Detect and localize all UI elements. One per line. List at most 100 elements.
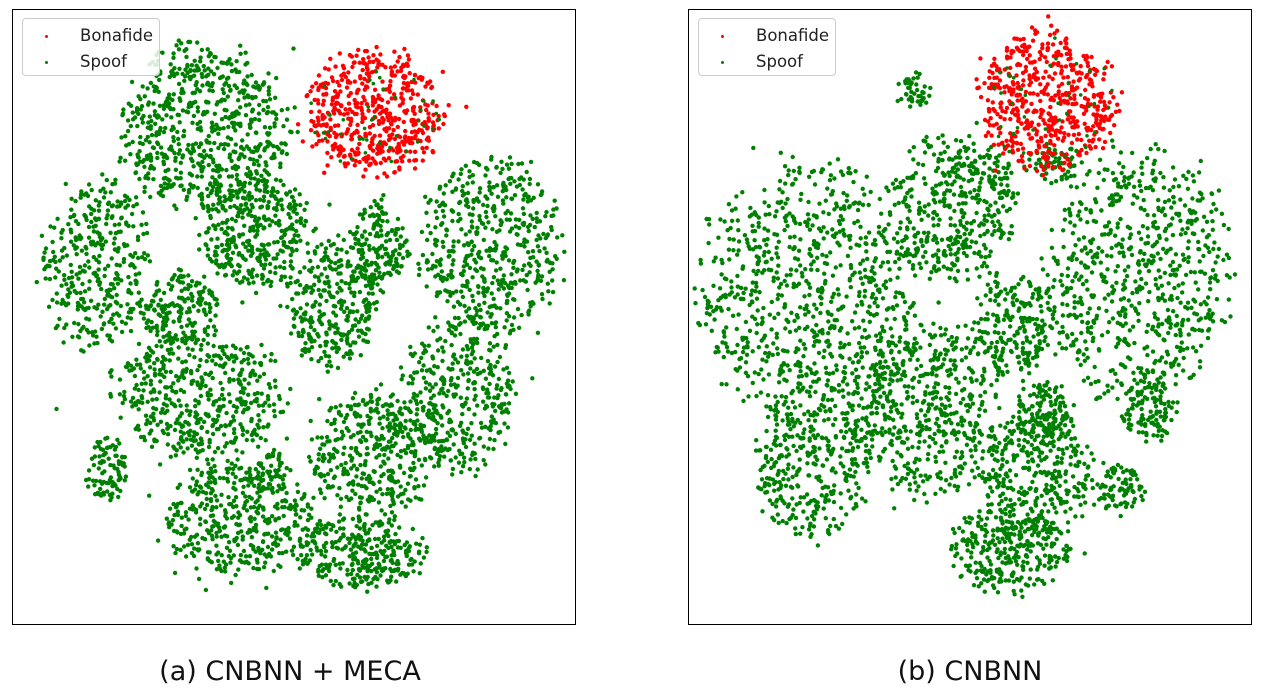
data-point-spoof [91,224,96,229]
data-point-spoof [135,123,140,129]
data-point-spoof [112,286,117,291]
data-point-spoof [234,69,239,75]
data-point-spoof [229,515,235,520]
data-point-spoof [331,455,336,460]
data-point-spoof [533,280,538,285]
data-point-spoof [281,239,286,245]
data-point-spoof [304,302,310,307]
data-point-spoof [453,455,458,460]
data-point-spoof [212,449,218,455]
data-point-spoof [349,445,354,451]
data-point-spoof [155,538,161,543]
data-point-spoof [407,544,412,549]
data-point-spoof [182,527,187,532]
data-point-spoof [335,247,340,252]
data-point-spoof [328,259,334,265]
data-point-bonafide [412,73,418,78]
data-point-spoof [222,444,228,449]
data-point-spoof [460,193,466,198]
data-point-spoof [217,529,222,534]
data-point-spoof [450,466,456,472]
data-point-spoof [169,115,174,120]
data-point-spoof [497,405,503,410]
data-point-spoof [271,568,276,574]
data-point-spoof [298,315,303,320]
data-point-spoof [149,132,155,138]
data-point-spoof [286,530,291,535]
data-point-spoof [198,357,203,363]
data-point-spoof [148,420,153,426]
data-point-spoof [235,530,241,536]
data-point-spoof [394,256,399,262]
data-point-spoof [323,281,328,286]
data-point-spoof [86,224,92,230]
data-point-spoof [246,381,251,386]
data-point-spoof [156,288,162,293]
data-point-spoof [466,242,471,248]
data-point-spoof [248,542,254,548]
data-point-spoof [456,211,461,217]
data-point-spoof [377,452,382,458]
data-point-spoof [318,446,323,451]
data-point-spoof [470,293,475,299]
data-point-bonafide [446,103,451,108]
data-point-spoof [195,40,200,45]
data-point-spoof [68,239,74,244]
data-point-spoof [261,425,266,430]
data-point-spoof [382,271,387,277]
data-point-bonafide [371,53,376,58]
data-point-spoof [218,142,224,147]
data-point-spoof [226,83,232,89]
data-point-spoof [252,360,257,365]
data-point-spoof [414,412,419,417]
data-point-spoof [288,129,293,134]
data-point-spoof [166,281,171,287]
data-point-spoof [462,303,467,309]
data-point-spoof [196,308,201,313]
data-point-spoof [263,160,268,165]
data-point-spoof [378,228,384,233]
data-point-spoof [145,134,150,140]
data-point-spoof [345,536,351,541]
data-point-spoof [241,484,246,489]
data-point-spoof [380,290,386,295]
data-point-spoof [391,548,396,553]
data-point-spoof [282,259,287,265]
data-point-spoof [223,247,229,253]
data-point-spoof [241,350,247,356]
data-point-spoof [345,572,350,577]
data-point-spoof [262,353,267,359]
data-point-spoof [198,141,203,146]
data-point-spoof [506,370,512,376]
data-point-spoof [419,229,425,235]
data-point-spoof [356,320,361,325]
data-point-spoof [184,408,190,413]
data-point-spoof [356,544,361,549]
data-point-spoof [381,558,387,564]
data-point-spoof [481,386,486,392]
data-point-spoof [364,339,369,344]
data-point-spoof [451,239,456,244]
data-point-spoof [257,188,263,193]
data-point-spoof [235,542,241,548]
data-point-spoof [367,527,372,532]
data-point-spoof [335,290,340,295]
data-point-spoof [251,228,257,233]
data-point-spoof [212,253,218,258]
data-point-spoof [226,495,231,500]
data-point-spoof [397,525,402,530]
data-point-spoof [114,292,119,298]
data-point-spoof [164,185,170,191]
data-point-spoof [377,479,382,484]
data-point-spoof [193,99,198,105]
data-point-spoof [179,183,184,188]
data-point-spoof [408,466,413,471]
data-point-spoof [265,544,271,550]
data-point-spoof [110,203,116,208]
data-point-spoof [278,264,283,269]
data-point-spoof [281,513,286,519]
data-point-spoof [274,75,279,81]
data-point-spoof [370,212,376,217]
data-point-bonafide [378,160,383,166]
data-point-spoof [117,222,122,227]
